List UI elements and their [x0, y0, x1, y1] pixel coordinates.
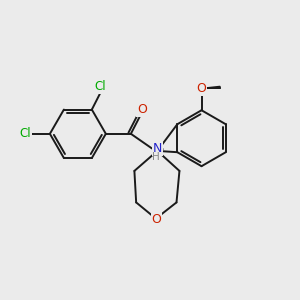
Text: Cl: Cl — [19, 127, 31, 140]
Text: O: O — [137, 103, 147, 116]
Text: O: O — [196, 82, 206, 95]
Text: H: H — [152, 152, 160, 162]
Text: N: N — [153, 142, 162, 155]
Text: Cl: Cl — [94, 80, 106, 93]
Text: O: O — [152, 213, 161, 226]
